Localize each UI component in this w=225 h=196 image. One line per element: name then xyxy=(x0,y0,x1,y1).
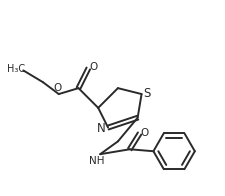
Text: N: N xyxy=(97,122,106,135)
Text: O: O xyxy=(89,63,97,73)
Text: S: S xyxy=(143,87,150,100)
Text: NH: NH xyxy=(90,156,105,166)
Text: O: O xyxy=(140,128,149,138)
Text: O: O xyxy=(54,83,62,93)
Text: H₃C: H₃C xyxy=(7,64,25,74)
